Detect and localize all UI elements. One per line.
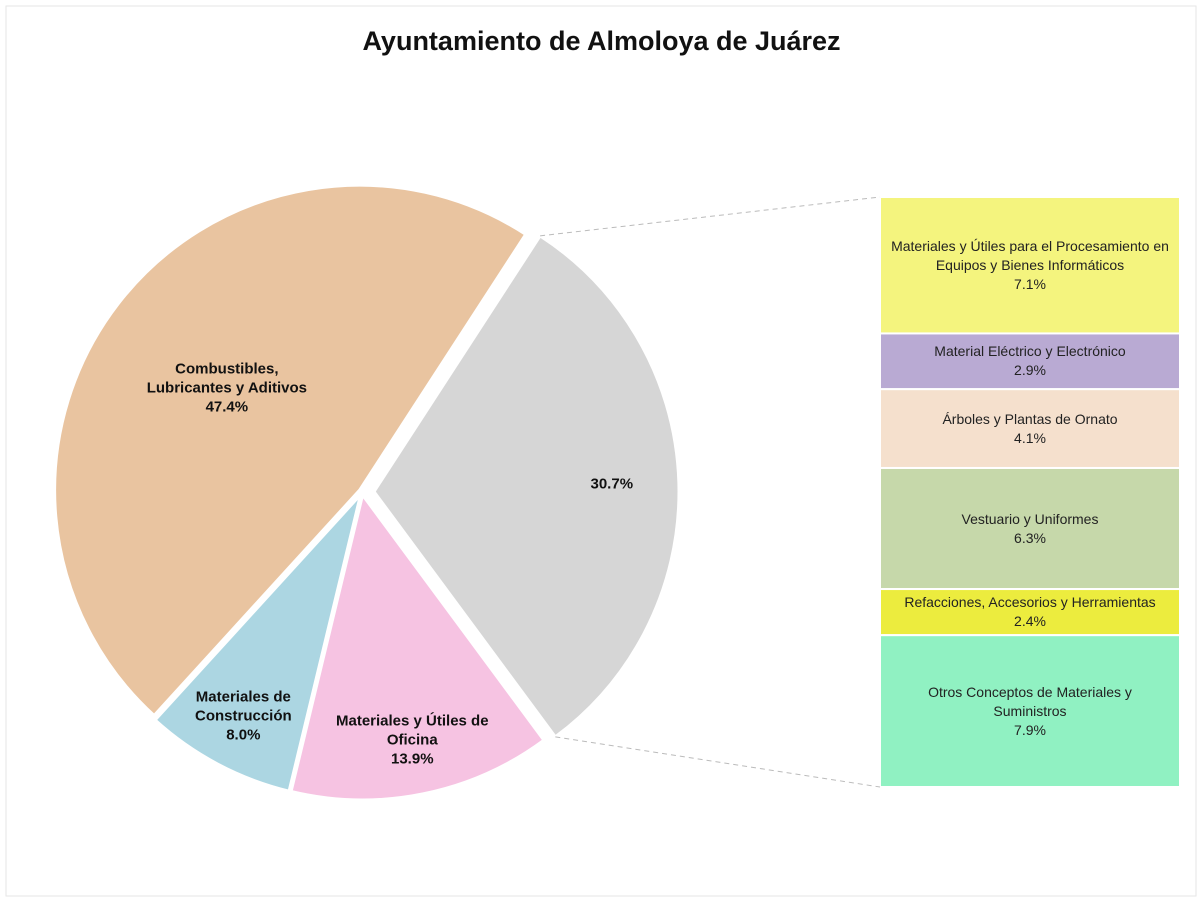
- slice-value: 13.9%: [391, 750, 434, 768]
- connector-line: [540, 196, 881, 237]
- breakdown-bar: [879, 588, 1181, 637]
- pie-slice: [152, 493, 363, 793]
- slice-label: Materiales y Útiles de Oficina 13.9%: [325, 712, 500, 769]
- breakdown-bar: [879, 634, 1181, 788]
- slice-name: Materiales de Construcción: [194, 688, 292, 725]
- slice-name: Materiales y Útiles de Oficina: [335, 712, 489, 749]
- slice-label: 30.7%: [524, 475, 699, 494]
- pie-slice: [53, 183, 528, 718]
- slice-value: 8.0%: [226, 726, 261, 744]
- bar-label: Refacciones, Accesorios y Herramientas 2.…: [890, 589, 1170, 635]
- chart-title: Ayuntamiento de Almoloya de Juárez: [362, 26, 841, 56]
- bar-value: 7.9%: [1014, 721, 1046, 738]
- pie-slice: [372, 233, 681, 739]
- bar-name: Material Eléctrico y Electrónico: [934, 343, 1126, 360]
- bar-name: Árboles y Plantas de Ornato: [942, 410, 1118, 427]
- slice-name: Combustibles, Lubricantes y Aditivos: [146, 360, 308, 397]
- bar-label: Material Eléctrico y Electrónico 2.9%: [890, 333, 1170, 389]
- slice-value: 47.4%: [205, 398, 249, 416]
- bar-value: 7.1%: [1014, 275, 1046, 292]
- bar-value: 2.9%: [1014, 362, 1046, 379]
- bar-value: 2.4%: [1014, 613, 1046, 630]
- bar-name: Vestuario y Uniformes: [961, 510, 1099, 527]
- connector-line: [555, 736, 881, 788]
- bar-value: 4.1%: [1014, 429, 1046, 446]
- bar-value: 6.3%: [1014, 529, 1046, 546]
- slice-label: Combustibles, Lubricantes y Aditivos 47.4…: [139, 359, 314, 416]
- bar-label: Árboles y Plantas de Ornato 4.1%: [890, 389, 1170, 468]
- bar-label: Vestuario y Uniformes 6.3%: [890, 468, 1170, 589]
- slice-label: Materiales de Construcción 8.0%: [156, 687, 331, 744]
- bar-name: Otros Conceptos de Materiales y Suminist…: [928, 683, 1132, 719]
- pie-slice: [289, 491, 547, 802]
- breakdown-bar: [879, 196, 1181, 335]
- bar-name: Refacciones, Accesorios y Herramientas: [904, 594, 1156, 611]
- slice-value: 30.7%: [590, 475, 634, 493]
- breakdown-bar: [879, 388, 1181, 469]
- bar-name: Materiales y Útiles para el Procesamient…: [891, 237, 1169, 273]
- bar-label: Otros Conceptos de Materiales y Suminist…: [890, 635, 1170, 787]
- bar-label: Materiales y Útiles para el Procesamient…: [890, 197, 1170, 333]
